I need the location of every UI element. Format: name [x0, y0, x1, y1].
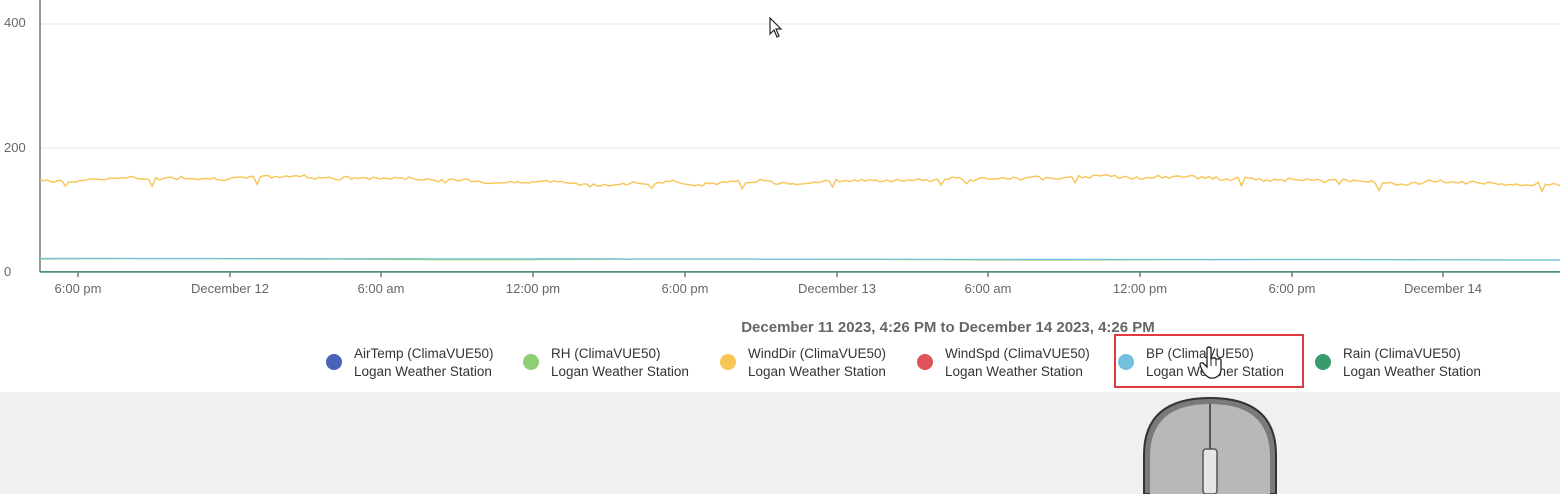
legend-label-bp: BP (ClimaVUE50) Logan Weather Station	[1146, 346, 1284, 379]
x-tick-label: 6:00 pm	[661, 281, 709, 296]
legend-label-rh: RH (ClimaVUE50) Logan Weather Station	[551, 346, 689, 379]
legend-label-windspd: WindSpd (ClimaVUE50) Logan Weather Stati…	[945, 346, 1090, 379]
hand-cursor-icon	[1199, 346, 1222, 379]
x-tick-label: December 13	[797, 281, 877, 296]
x-tick-label: 6:00 pm	[54, 281, 102, 296]
legend-label-winddir: WindDir (ClimaVUE50) Logan Weather Stati…	[748, 346, 887, 379]
highlight-box	[1114, 334, 1304, 388]
legend-dot-airtemp	[326, 354, 342, 370]
series-line-winddir	[39, 173, 1560, 193]
y-tick-0: 0	[4, 264, 12, 279]
legend-dot-windspd	[917, 354, 933, 370]
y-tick-400: 400	[4, 15, 26, 30]
legend-label-rain: Rain (ClimaVUE50) Logan Weather Station	[1343, 346, 1481, 379]
chart-plot	[39, 0, 1560, 277]
legend-label-airtemp: AirTemp (ClimaVUE50) Logan Weather Stati…	[354, 346, 494, 379]
x-tick-label: 12:00 pm	[1112, 281, 1168, 296]
legend-dot-rain	[1315, 354, 1331, 370]
x-tick-label: 6:00 am	[964, 281, 1012, 296]
x-tick-label: 12:00 pm	[505, 281, 561, 296]
arrow-cursor-icon	[769, 17, 783, 38]
mouse-icon	[1143, 396, 1277, 494]
legend-dot-bp	[1118, 354, 1134, 370]
series-line-bp	[40, 257, 1560, 261]
x-tick-label: 6:00 pm	[1268, 281, 1316, 296]
y-tick-200: 200	[4, 140, 26, 155]
date-range-title: December 11 2023, 4:26 PM to December 14…	[741, 319, 1155, 336]
footer-area	[0, 392, 1560, 494]
x-tick-label: December 14	[1403, 281, 1483, 296]
x-tick-label: 6:00 am	[357, 281, 405, 296]
legend-dot-rh	[523, 354, 539, 370]
x-tick-label: December 12	[190, 281, 270, 296]
legend-dot-winddir	[720, 354, 736, 370]
